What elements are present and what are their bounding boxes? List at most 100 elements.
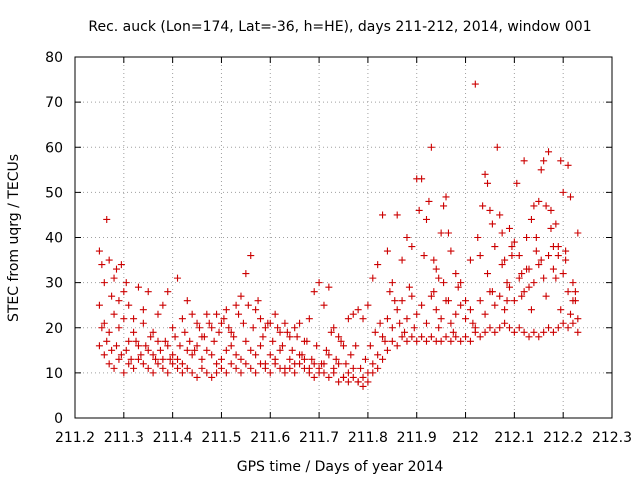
data-point — [530, 328, 538, 336]
x-tick-label: 211.2 — [55, 430, 95, 446]
data-point — [379, 333, 387, 341]
data-point — [454, 283, 462, 291]
data-point — [144, 346, 152, 354]
data-point — [349, 373, 357, 381]
data-point — [518, 270, 526, 278]
data-point — [315, 279, 323, 287]
data-point — [418, 175, 426, 183]
data-point — [205, 319, 213, 327]
data-point — [393, 306, 401, 314]
data-point — [227, 360, 235, 368]
x-tick-label: 212.2 — [543, 430, 583, 446]
data-point — [276, 346, 284, 354]
data-point — [235, 310, 243, 318]
data-point — [183, 346, 191, 354]
data-point — [122, 279, 130, 287]
data-point — [408, 333, 416, 341]
data-point — [340, 342, 347, 350]
data-point — [259, 333, 267, 341]
data-point — [200, 333, 208, 341]
data-point — [491, 328, 499, 336]
data-point — [396, 319, 404, 327]
data-point — [444, 297, 452, 305]
data-point — [371, 328, 379, 336]
data-point — [261, 364, 269, 372]
data-point — [552, 274, 560, 282]
data-point — [491, 243, 499, 251]
data-point — [466, 306, 474, 314]
data-point — [520, 288, 528, 296]
data-point — [552, 220, 560, 228]
data-point — [437, 315, 445, 323]
data-point — [571, 297, 579, 305]
data-point — [247, 346, 255, 354]
data-point — [386, 288, 394, 296]
data-point — [103, 215, 111, 223]
data-point — [269, 337, 277, 345]
data-point — [374, 351, 382, 359]
data-point — [222, 346, 230, 354]
data-point — [193, 319, 201, 327]
data-point — [374, 261, 382, 269]
data-point — [149, 369, 157, 377]
data-point — [130, 315, 138, 323]
data-point — [501, 306, 509, 314]
data-point — [498, 261, 506, 269]
data-point — [442, 193, 450, 201]
data-point — [103, 337, 111, 345]
data-point — [254, 297, 262, 305]
data-point — [381, 337, 389, 345]
data-point — [425, 197, 433, 205]
data-point — [466, 256, 474, 264]
data-point — [481, 328, 489, 336]
data-point — [508, 243, 516, 251]
data-point — [139, 319, 147, 327]
data-point — [310, 373, 318, 381]
data-point — [164, 369, 172, 377]
data-point — [510, 328, 518, 336]
y-tick-label: 20 — [45, 321, 63, 337]
data-point — [198, 355, 206, 363]
data-point — [117, 351, 125, 359]
data-point — [276, 328, 284, 336]
data-point — [388, 324, 396, 332]
data-point — [232, 364, 240, 372]
data-point — [344, 369, 352, 377]
data-point — [320, 369, 328, 377]
data-point — [247, 252, 255, 260]
data-point — [335, 333, 343, 341]
data-point — [193, 373, 201, 381]
data-point — [198, 364, 206, 372]
data-point — [325, 351, 333, 359]
data-point — [171, 333, 179, 341]
data-point — [208, 351, 216, 359]
data-point — [540, 274, 548, 282]
data-point — [518, 292, 526, 300]
data-point — [554, 324, 562, 332]
data-point — [105, 360, 113, 368]
data-point — [344, 378, 352, 386]
data-point — [203, 310, 211, 318]
data-point — [427, 143, 435, 151]
data-point — [535, 261, 543, 269]
data-point — [542, 292, 550, 300]
data-point — [303, 337, 311, 345]
data-point — [293, 333, 301, 341]
x-axis-title: GPS time / Days of year 2014 — [237, 459, 444, 475]
data-point — [569, 279, 577, 287]
data-point — [125, 360, 133, 368]
data-point — [398, 256, 406, 264]
data-point — [401, 328, 409, 336]
data-point — [232, 351, 240, 359]
data-point — [422, 215, 430, 223]
data-point — [300, 364, 308, 372]
x-tick-label: 212 — [452, 430, 479, 446]
data-point — [354, 306, 362, 314]
data-point — [112, 265, 120, 273]
data-point — [359, 382, 367, 390]
data-point — [134, 355, 142, 363]
data-point — [415, 206, 423, 214]
data-point — [540, 328, 548, 336]
data-point — [557, 306, 565, 314]
data-point — [393, 211, 401, 219]
